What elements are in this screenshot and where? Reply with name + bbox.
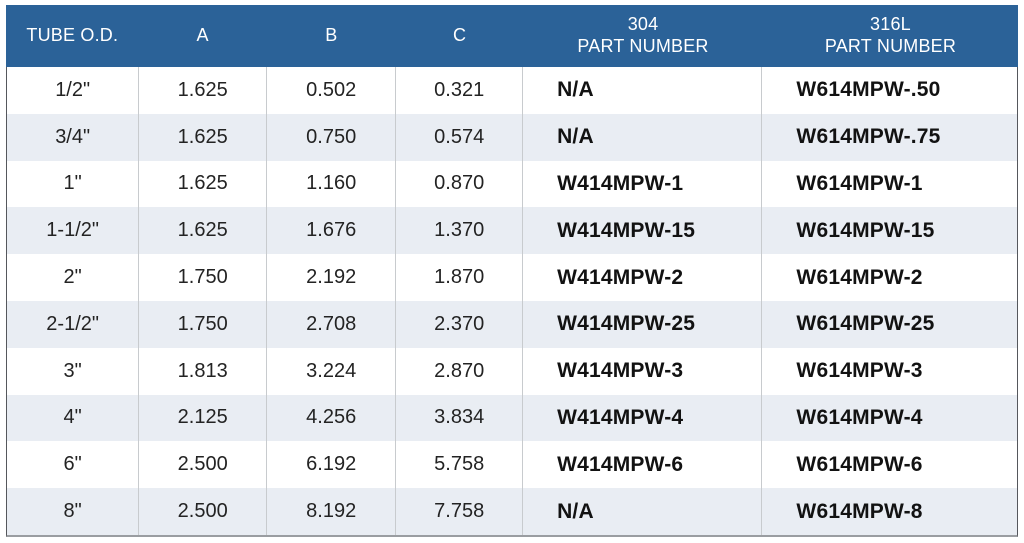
header-cell-b: B [267,5,397,67]
cell-pn-316l: W614MPW-.50 [796,78,941,102]
cell-pn-316l: W614MPW-25 [796,312,935,336]
cell-c: 5.758 [396,441,524,489]
table-row: 2" 1.750 2.192 1.870 W414MPW-2 W614MPW-2 [7,254,1017,301]
cell-pn-304: W414MPW-6 [523,441,763,489]
cell-b: 2.192 [267,254,397,301]
cell-c: 3.834 [396,394,524,442]
cell-b: 6.192 [267,441,397,489]
table-row: 2-1/2" 1.750 2.708 2.370 W414MPW-25 W614MPW-2… [7,300,1017,348]
cell-b: 4.256 [267,394,397,442]
cell-c: 2.370 [396,300,524,348]
cell-a: 2.125 [139,394,268,442]
cell-a: 1.625 [139,67,268,114]
cell-c: 0.321 [396,67,524,114]
cell-b: 0.502 [267,67,397,114]
header-label: C [453,25,467,46]
cell-pn-316l: W614MPW-8 [796,499,923,523]
cell-b: 2.708 [267,300,397,348]
table-row: 1" 1.625 1.160 0.870 W414MPW-1 W614MPW-1 [7,160,1017,208]
cell-c: 1.370 [396,207,524,255]
cell-a: 1.750 [139,300,268,348]
cell-b: 8.192 [267,488,397,535]
table-row: 8" 2.500 8.192 7.758 N/A W614MPW-8 [7,488,1017,535]
cell-tube-od: 2" [7,254,140,301]
table-row: 3/4" 1.625 0.750 0.574 N/A W614MPW-.75 [7,113,1017,161]
header-label: TUBE O.D. [26,25,119,46]
header-cell-c: C [396,5,523,67]
cell-c: 1.870 [396,254,524,301]
cell-a: 2.500 [139,488,268,535]
cell-pn-316l: W614MPW-6 [796,452,923,476]
cell-b: 3.224 [267,347,397,395]
cell-a: 1.813 [139,347,268,395]
cell-tube-od: 8" [7,488,140,535]
cell-pn-304: W414MPW-1 [523,160,763,208]
cell-pn-316l: W614MPW-.75 [796,125,941,149]
cell-pn-316l: W614MPW-4 [796,405,923,429]
header-label: 304 [627,14,659,35]
cell-tube-od: 1/2" [7,67,140,114]
cell-c: 2.870 [396,347,524,395]
cell-tube-od: 6" [7,441,140,489]
cell-pn-316l: W614MPW-2 [796,265,923,289]
cell-pn-304: W414MPW-15 [523,207,763,255]
cell-pn-304: N/A [523,67,763,114]
cell-pn-316l: W614MPW-3 [796,359,923,383]
cell-tube-od: 1-1/2" [7,207,140,255]
cell-pn-304: W414MPW-25 [523,300,763,348]
cell-c: 0.574 [396,113,524,161]
header-sublabel: PART NUMBER [577,36,709,56]
cell-tube-od: 3/4" [7,113,140,161]
table-body: 1/2" 1.625 0.502 0.321 N/A W614MPW-.50 3/4" 1.6… [6,67,1018,537]
cell-pn-304: W414MPW-3 [523,347,763,395]
cell-b: 0.750 [267,113,397,161]
table-row: 1/2" 1.625 0.502 0.321 N/A W614MPW-.50 [7,67,1017,114]
cell-pn-304: W414MPW-2 [523,254,763,301]
cell-a: 1.625 [139,160,268,208]
header-cell-a: A [139,5,267,67]
table-row: 1-1/2" 1.625 1.676 1.370 W414MPW-15 W614MPW-1… [7,207,1017,255]
cell-tube-od: 2-1/2" [7,300,140,348]
header-label: 316L [870,14,911,35]
cell-tube-od: 3" [7,347,140,395]
cell-a: 2.500 [139,441,268,489]
header-cell-tube-od: TUBE O.D. [6,5,139,67]
cell-a: 1.750 [139,254,268,301]
cell-a: 1.625 [139,207,268,255]
tube-spec-table: TUBE O.D. A B C 304 PART NUMBER 316L PAR… [6,5,1018,537]
header-cell-304-part-number: 304 PART NUMBER [523,5,763,67]
cell-pn-316l: W614MPW-15 [796,218,935,242]
cell-a: 1.625 [139,113,268,161]
cell-pn-304: N/A [523,488,763,535]
header-cell-316l-part-number: 316L PART NUMBER [763,5,1018,67]
cell-b: 1.676 [267,207,397,255]
cell-pn-304: N/A [523,113,763,161]
cell-pn-316l: W614MPW-1 [796,171,923,195]
cell-tube-od: 4" [7,394,140,442]
header-label: A [196,25,209,46]
table-row: 6" 2.500 6.192 5.758 W414MPW-6 W614MPW-6 [7,441,1017,489]
header-sublabel: PART NUMBER [824,36,957,56]
cell-c: 7.758 [396,488,524,535]
table-row: 4" 2.125 4.256 3.834 W414MPW-4 W614MPW-4 [7,394,1017,442]
table-row: 3" 1.813 3.224 2.870 W414MPW-3 W614MPW-3 [7,347,1017,395]
cell-pn-304: W414MPW-4 [523,394,763,442]
cell-b: 1.160 [267,160,397,208]
cell-c: 0.870 [396,160,524,208]
table-header-row: TUBE O.D. A B C 304 PART NUMBER 316L PAR… [6,5,1018,67]
cell-tube-od: 1" [7,160,140,208]
header-label: B [325,25,338,46]
